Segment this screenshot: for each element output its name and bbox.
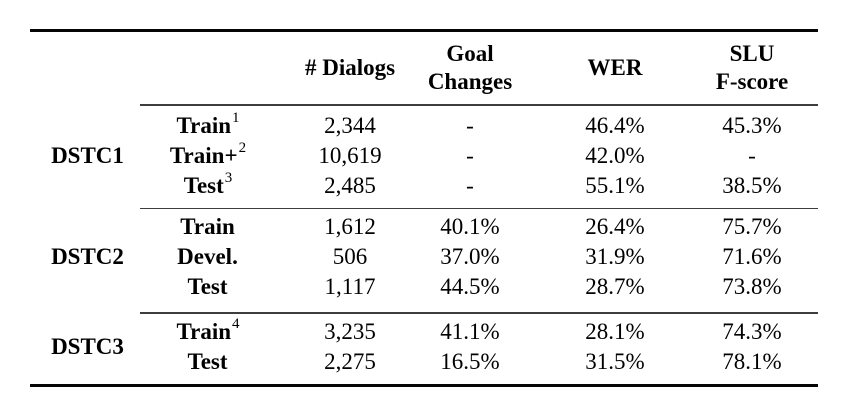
header-goal-changes: Goal Changes <box>420 40 540 96</box>
header-slu-fscore-line2: F-score <box>715 69 789 94</box>
header-slu-fscore: SLU F-score <box>680 40 818 96</box>
header-goal-changes-line2: Changes <box>427 69 513 94</box>
slu-fscore-value: 38.5% <box>722 172 782 198</box>
section-dstc2: DSTC2 Train 1,612 40.1% 26.4% 75.7% Deve… <box>30 209 818 312</box>
dataset-label: DSTC2 <box>51 244 124 270</box>
header-slu-fscore-line1: SLU <box>729 41 775 66</box>
dialogs-value: 1,612 <box>324 214 376 240</box>
table-row: Test 2,275 16.5% 31.5% 78.1% <box>145 347 818 377</box>
split-label: Test <box>187 348 228 374</box>
top-rule <box>30 29 818 32</box>
goal-changes-value: 16.5% <box>440 348 500 374</box>
split-label: Train1 <box>176 109 240 138</box>
dialogs-value: 1,117 <box>324 274 376 300</box>
dialogs-value: 10,619 <box>318 142 382 168</box>
dialogs-value: 3,235 <box>324 318 376 344</box>
dataset-label: DSTC3 <box>51 333 124 359</box>
slu-fscore-value: 71.6% <box>722 244 782 270</box>
wer-value: 26.4% <box>585 214 645 240</box>
header-underline-rule <box>140 104 818 106</box>
wer-value: 46.4% <box>585 112 645 138</box>
wer-value: 31.5% <box>585 348 645 374</box>
table-row: Train4 3,235 41.1% 28.1% 74.3% <box>145 317 818 347</box>
table-row: Test 1,117 44.5% 28.7% 73.8% <box>145 272 818 302</box>
goal-changes-value: 40.1% <box>440 214 500 240</box>
footnote-marker: 2 <box>238 139 247 156</box>
section-dstc1: DSTC1 Train1 2,344 - 46.4% 45.3% Train+2… <box>30 106 818 208</box>
dialogs-value: 2,275 <box>324 348 376 374</box>
slu-fscore-value: 78.1% <box>722 348 782 374</box>
goal-changes-value: 37.0% <box>440 244 500 270</box>
split-label: Train <box>180 214 235 240</box>
slu-fscore-value: 75.7% <box>722 214 782 240</box>
dialogs-value: 2,344 <box>324 112 376 138</box>
table-row: Train1 2,344 - 46.4% 45.3% <box>145 109 818 141</box>
footnote-marker: 3 <box>224 169 233 186</box>
section-divider-rule <box>140 207 818 210</box>
footnote-marker: 1 <box>232 109 240 126</box>
wer-value: 55.1% <box>585 172 645 198</box>
wer-value: 31.9% <box>585 244 645 270</box>
wer-value: 28.1% <box>585 318 645 344</box>
split-label: Test <box>187 274 228 300</box>
split-label: Train+2 <box>169 139 247 168</box>
table-row: Devel. 506 37.0% 31.9% 71.6% <box>145 242 818 272</box>
slu-fscore-value: 74.3% <box>722 318 782 344</box>
slu-fscore-value: - <box>748 142 756 168</box>
section-dstc3: DSTC3 Train4 3,235 41.1% 28.1% 74.3% Tes… <box>30 314 818 384</box>
split-label: Test3 <box>183 169 233 198</box>
header-goal-changes-line1: Goal <box>446 41 494 66</box>
table-row: Train+2 10,619 - 42.0% - <box>145 139 818 171</box>
header-num-dialogs: # Dialogs <box>304 55 396 80</box>
dialogs-value: 506 <box>332 244 368 270</box>
table-header-row: # Dialogs Goal Changes WER SLU F-score <box>30 32 818 104</box>
section-divider-rule <box>140 312 818 314</box>
wer-value: 28.7% <box>585 274 645 300</box>
slu-fscore-value: 73.8% <box>722 274 782 300</box>
header-wer: WER <box>587 55 643 80</box>
split-label: Train4 <box>176 316 240 344</box>
dataset-label: DSTC1 <box>51 142 124 168</box>
goal-changes-value: - <box>466 172 474 198</box>
table-row: Test3 2,485 - 55.1% 38.5% <box>145 169 818 201</box>
table-row: Train 1,612 40.1% 26.4% 75.7% <box>145 212 818 242</box>
goal-changes-value: 41.1% <box>440 318 500 344</box>
goal-changes-value: - <box>466 142 474 168</box>
footnote-marker: 4 <box>232 316 240 333</box>
split-label: Devel. <box>177 244 238 270</box>
bottom-rule <box>30 383 818 387</box>
goal-changes-value: 44.5% <box>440 274 500 300</box>
results-table: # Dialogs Goal Changes WER SLU F-score D… <box>30 29 818 387</box>
goal-changes-value: - <box>466 112 474 138</box>
slu-fscore-value: 45.3% <box>722 112 782 138</box>
dialogs-value: 2,485 <box>324 172 376 198</box>
wer-value: 42.0% <box>585 142 645 168</box>
